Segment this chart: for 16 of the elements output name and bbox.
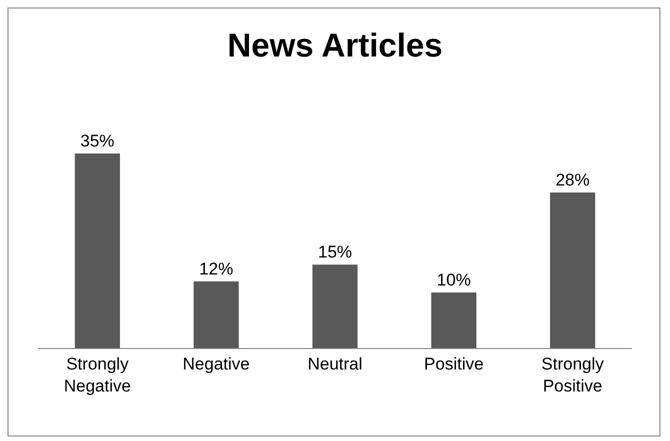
x-tick-label: Strongly Positive	[541, 354, 604, 396]
bar	[194, 281, 239, 348]
x-tick-label: Neutral	[308, 354, 362, 374]
data-label: 12%	[199, 259, 234, 278]
data-label: 10%	[436, 270, 471, 290]
bar	[312, 264, 358, 348]
data-label: 35%	[80, 132, 114, 151]
x-tick-label: Positive	[424, 354, 484, 374]
x-tick-label: Negative	[182, 354, 250, 374]
data-label: 15%	[318, 242, 352, 262]
x-tick-label: Strongly Negative	[64, 354, 131, 396]
chart-title: News Articles	[227, 26, 443, 64]
data-label: 28%	[556, 170, 590, 190]
bar	[550, 192, 596, 348]
bar	[431, 292, 476, 348]
bar	[74, 154, 120, 348]
